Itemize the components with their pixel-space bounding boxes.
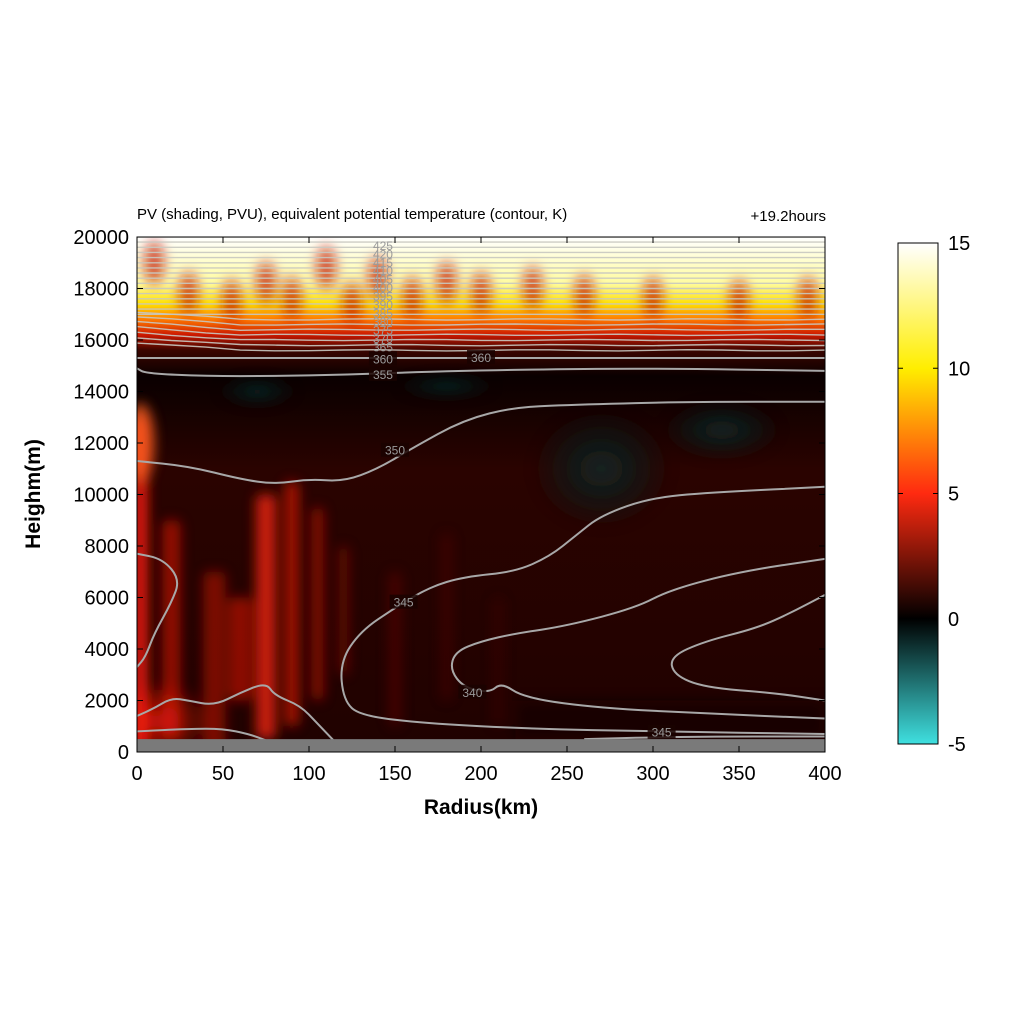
pv-streak bbox=[137, 417, 148, 752]
theta-e-contour bbox=[137, 684, 336, 743]
x-tick-label: 150 bbox=[378, 763, 411, 785]
contour-label: 385 bbox=[373, 307, 393, 321]
y-tick-label: 16000 bbox=[73, 330, 129, 352]
colorbar-tick-label: 5 bbox=[948, 484, 959, 506]
contour-label: 340 bbox=[462, 686, 482, 700]
y-tick-label: 14000 bbox=[73, 382, 129, 404]
theta-e-contour-upper bbox=[137, 316, 825, 326]
theta-e-contour bbox=[137, 367, 825, 378]
x-tick-label: 200 bbox=[464, 763, 497, 785]
time-label: +19.2hours bbox=[751, 208, 826, 225]
colorbar-tick-label: -5 bbox=[948, 734, 966, 756]
y-tick-label: 8000 bbox=[85, 536, 130, 558]
pv-streak bbox=[441, 533, 452, 701]
theta-e-contour-upper bbox=[137, 320, 825, 332]
contour-label: 360 bbox=[471, 351, 491, 365]
contour-label: 370 bbox=[373, 332, 393, 346]
pv-core-low bbox=[137, 681, 215, 752]
contour-label: 345 bbox=[652, 726, 672, 740]
pv-streak bbox=[493, 597, 504, 727]
colorbar-gradient bbox=[897, 242, 939, 745]
y-tick-label: 18000 bbox=[73, 279, 129, 301]
pv-streak bbox=[228, 597, 253, 701]
x-axis: 0 50 100 150 200 250 300 350 400 bbox=[131, 237, 842, 785]
x-tick-label: 400 bbox=[808, 763, 841, 785]
theta-e-contour-upper bbox=[137, 331, 825, 342]
x-tick-label: 0 bbox=[131, 763, 142, 785]
contour-label-bg bbox=[467, 350, 495, 365]
negative-pv-region bbox=[217, 376, 298, 407]
y-tick-label: 12000 bbox=[73, 433, 129, 455]
contour-label: 360 bbox=[373, 352, 393, 366]
colorbar-ticks: -5 0 5 10 15 bbox=[898, 233, 970, 756]
tropopause-fold bbox=[729, 279, 749, 324]
theta-e-contour-upper bbox=[137, 337, 825, 347]
y-tick-label: 10000 bbox=[73, 485, 129, 507]
x-tick-label: 100 bbox=[292, 763, 325, 785]
y-tick-label: 20000 bbox=[73, 227, 129, 249]
y-axis-title: Heighm(m) bbox=[22, 439, 45, 549]
pv-streak bbox=[256, 494, 276, 740]
theta-e-contour bbox=[584, 735, 825, 741]
x-tick-label: 300 bbox=[636, 763, 669, 785]
pv-streak bbox=[284, 481, 299, 727]
theta-e-contour-upper bbox=[137, 325, 825, 337]
y-tick-label: 4000 bbox=[85, 639, 130, 661]
pv-streak bbox=[338, 546, 349, 675]
contour-label: 345 bbox=[394, 596, 414, 610]
contour-label-bg bbox=[389, 594, 418, 609]
theta-e-contour bbox=[670, 594, 825, 702]
contour-label-bg bbox=[647, 724, 676, 739]
x-tick-label: 250 bbox=[550, 763, 583, 785]
colorbar-tick-label: 15 bbox=[948, 233, 970, 255]
contour-label: 390 bbox=[373, 298, 393, 312]
contour-label: 415 bbox=[373, 256, 393, 270]
colorbar: -5 0 5 10 15 bbox=[897, 233, 970, 756]
x-tick-label: 350 bbox=[722, 763, 755, 785]
contour-label: 395 bbox=[373, 290, 393, 304]
theta-e-contour-upper bbox=[137, 311, 825, 321]
contour-label: 420 bbox=[373, 247, 393, 261]
pv-streak bbox=[311, 507, 324, 701]
contour-label: 380 bbox=[373, 315, 393, 329]
contour-label: 405 bbox=[373, 273, 393, 287]
contour-label: 410 bbox=[373, 264, 393, 278]
contour-label: 375 bbox=[373, 324, 393, 338]
negative-pv-region bbox=[531, 408, 672, 529]
contour-label: 350 bbox=[385, 444, 405, 458]
y-tick-label: 0 bbox=[118, 742, 129, 764]
contour-label-bg bbox=[381, 442, 409, 457]
contour-label-bg bbox=[368, 351, 397, 366]
contour-label-bg bbox=[368, 366, 397, 381]
contour-label: 400 bbox=[373, 281, 393, 295]
contour-label: 355 bbox=[373, 368, 393, 382]
y-tick-label: 6000 bbox=[85, 588, 130, 610]
colorbar-tick-label: 10 bbox=[948, 358, 970, 380]
tropopause-fold bbox=[221, 279, 242, 324]
theta-e-contour bbox=[137, 727, 267, 742]
negative-pv-region bbox=[396, 374, 497, 399]
y-axis: 0 2000 4000 6000 8000 10000 12000 14000 16000 180… bbox=[73, 227, 825, 764]
chart-title: PV (shading, PVU), equivalent potential … bbox=[137, 206, 567, 223]
contour-label: 425 bbox=[373, 239, 393, 253]
y-tick-label: 2000 bbox=[85, 691, 130, 713]
colorbar-tick-label: 0 bbox=[948, 609, 959, 631]
theta-e-contour bbox=[450, 557, 825, 720]
x-tick-label: 50 bbox=[212, 763, 234, 785]
contour-label: 365 bbox=[373, 341, 393, 355]
tropopause-fold bbox=[574, 274, 595, 319]
theta-e-contour bbox=[137, 552, 179, 668]
contour-label-bg bbox=[458, 684, 487, 699]
x-axis-title: Radius(km) bbox=[424, 796, 538, 819]
negative-pv-region bbox=[661, 400, 782, 461]
theta-e-contour bbox=[137, 400, 825, 484]
